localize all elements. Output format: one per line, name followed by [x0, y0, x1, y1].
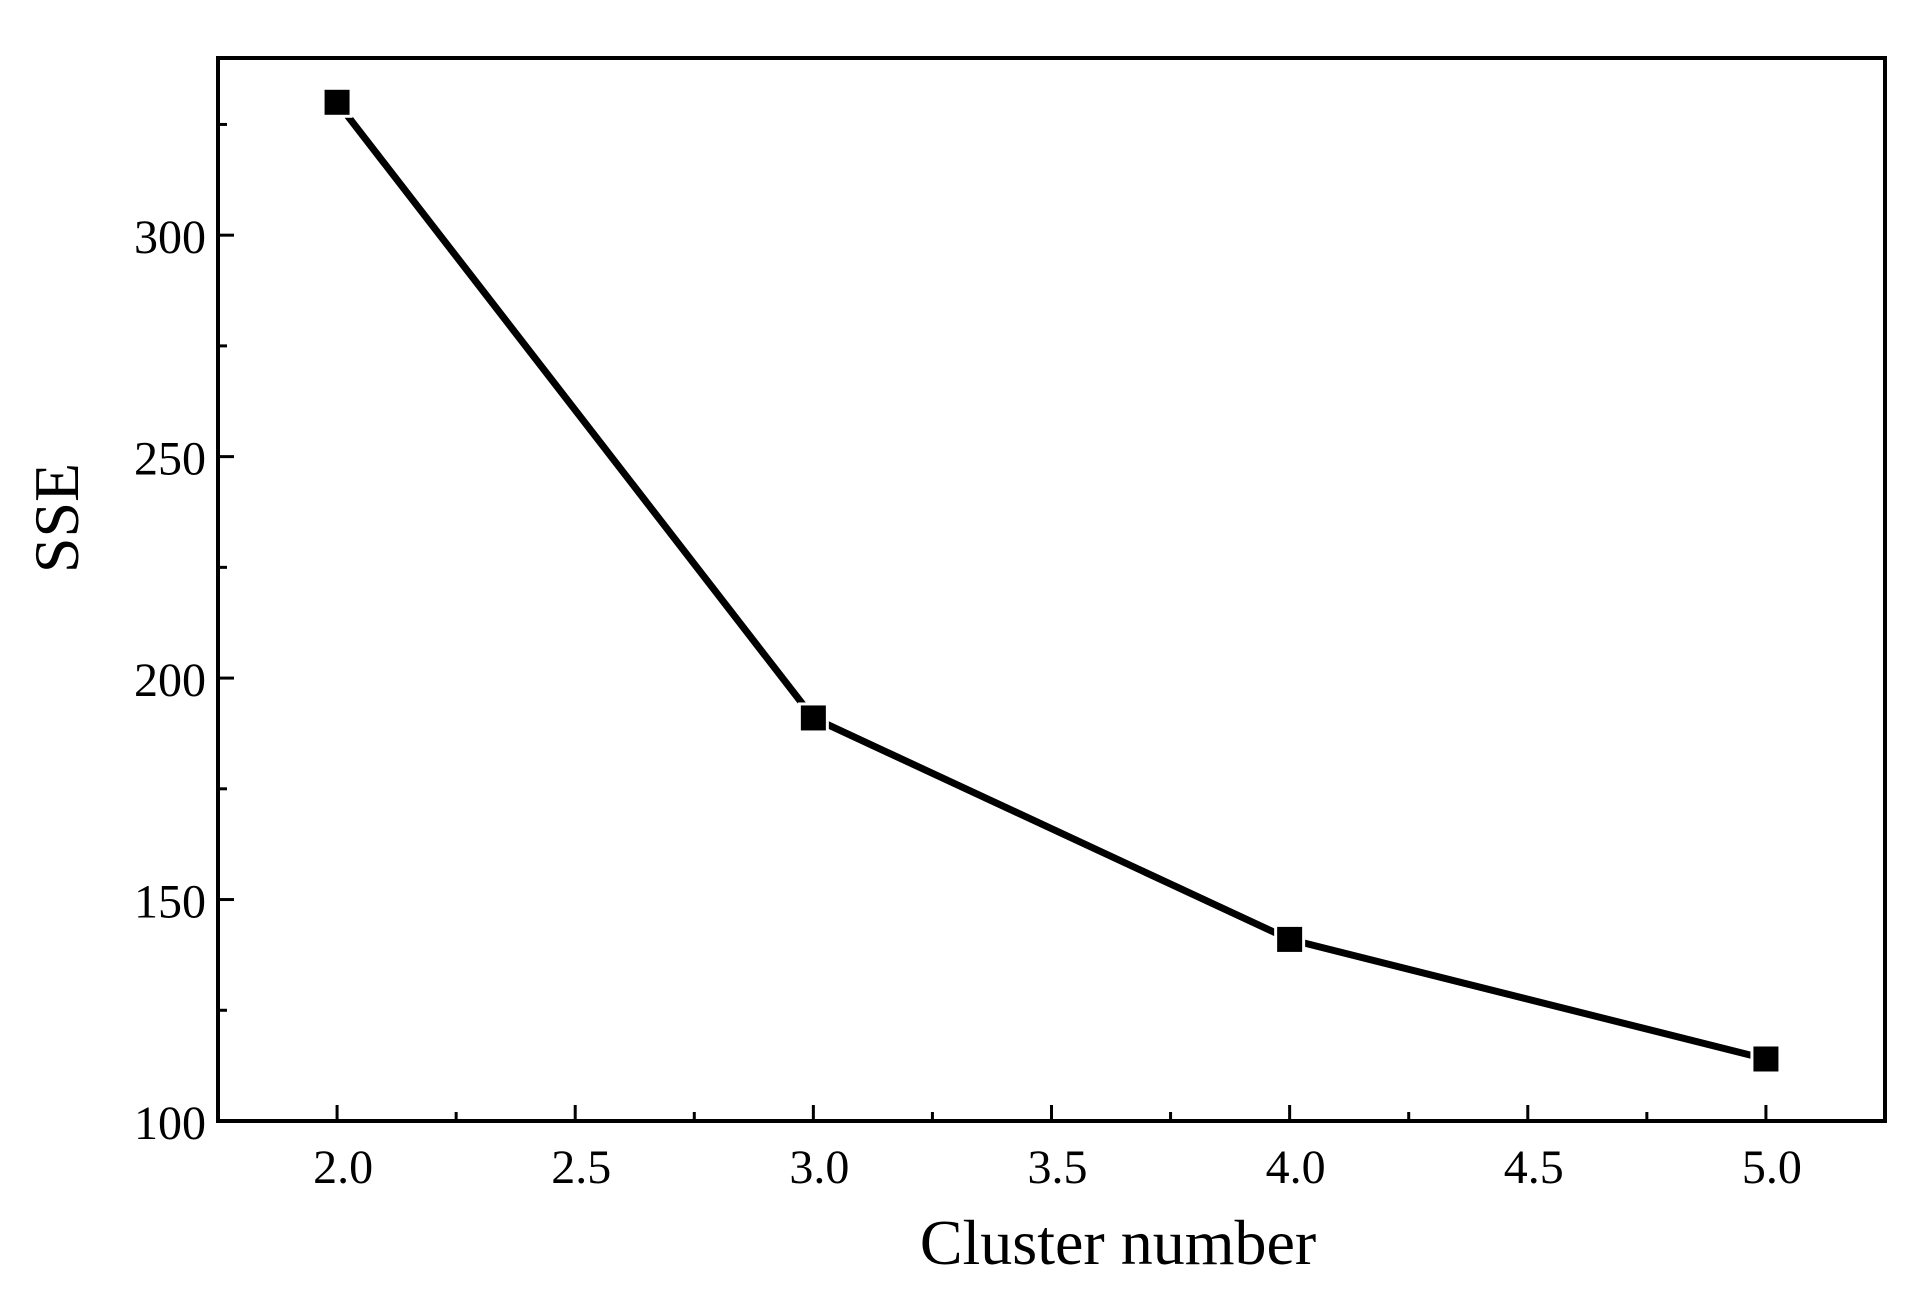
plot-frame — [216, 56, 1887, 1123]
x-tick-label: 4.5 — [1504, 1141, 1564, 1194]
x-tick-label: 5.0 — [1742, 1141, 1802, 1194]
data-point-marker — [797, 702, 829, 734]
data-point-marker — [321, 86, 353, 118]
y-axis-label: SSE — [21, 463, 92, 573]
y-tick-label: 300 — [134, 211, 206, 264]
minor-ticks — [218, 122, 1649, 1121]
series-layer — [321, 86, 1782, 1075]
x-tick-label: 3.0 — [789, 1141, 849, 1194]
y-tick-label: 200 — [134, 654, 206, 707]
x-tick-label: 3.5 — [1028, 1141, 1088, 1194]
major-ticks — [218, 233, 1768, 1123]
y-tick-label: 100 — [134, 1097, 206, 1150]
data-point-marker — [1750, 1043, 1782, 1075]
series-line — [334, 100, 1767, 1063]
x-tick-label: 2.5 — [551, 1141, 611, 1194]
data-point-marker — [1274, 923, 1306, 955]
y-tick-label: 250 — [134, 433, 206, 486]
y-tick-labels: 100 150 200 250 300 — [134, 211, 206, 1150]
x-tick-labels: 2.0 2.5 3.0 3.5 4.0 4.5 5.0 — [313, 1141, 1802, 1194]
x-tick-label: 4.0 — [1266, 1141, 1326, 1194]
x-tick-label: 2.0 — [313, 1141, 373, 1194]
x-axis-label: Cluster number — [920, 1207, 1316, 1278]
y-tick-label: 150 — [134, 876, 206, 929]
